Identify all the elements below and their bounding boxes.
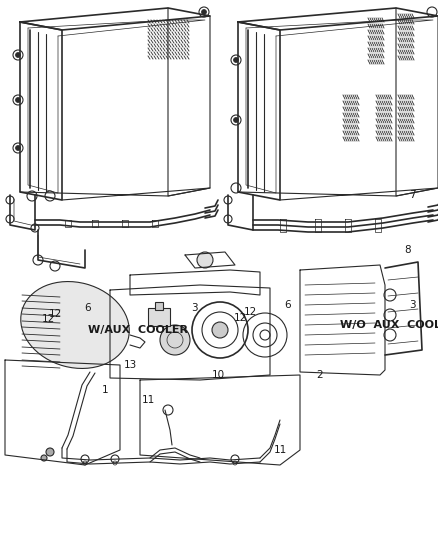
Circle shape: [15, 146, 21, 150]
Circle shape: [41, 455, 47, 461]
Text: 2: 2: [317, 370, 323, 380]
Ellipse shape: [21, 281, 129, 368]
Text: 12: 12: [48, 309, 62, 319]
Text: W/O  AUX  COOLER: W/O AUX COOLER: [340, 320, 438, 330]
Text: 10: 10: [212, 370, 225, 380]
Text: 12: 12: [233, 313, 247, 323]
Text: 8: 8: [405, 245, 411, 255]
Text: W/AUX  COOLER: W/AUX COOLER: [88, 325, 188, 335]
Text: 3: 3: [191, 303, 197, 313]
Circle shape: [46, 448, 54, 456]
Text: 3: 3: [409, 300, 415, 310]
Circle shape: [197, 252, 213, 268]
Text: 6: 6: [85, 303, 91, 313]
Text: 6: 6: [285, 300, 291, 310]
Text: 1: 1: [102, 385, 108, 395]
Circle shape: [233, 117, 239, 123]
Circle shape: [201, 10, 206, 14]
Text: 13: 13: [124, 360, 137, 370]
Text: 12: 12: [244, 307, 257, 317]
Circle shape: [212, 322, 228, 338]
Text: 11: 11: [141, 395, 155, 405]
Circle shape: [233, 58, 239, 62]
Circle shape: [160, 325, 190, 355]
Bar: [155, 302, 163, 310]
Bar: [148, 308, 170, 326]
Text: 7: 7: [409, 190, 415, 200]
Circle shape: [15, 98, 21, 102]
Text: 12: 12: [41, 314, 55, 324]
Text: 11: 11: [273, 445, 286, 455]
Circle shape: [15, 52, 21, 58]
